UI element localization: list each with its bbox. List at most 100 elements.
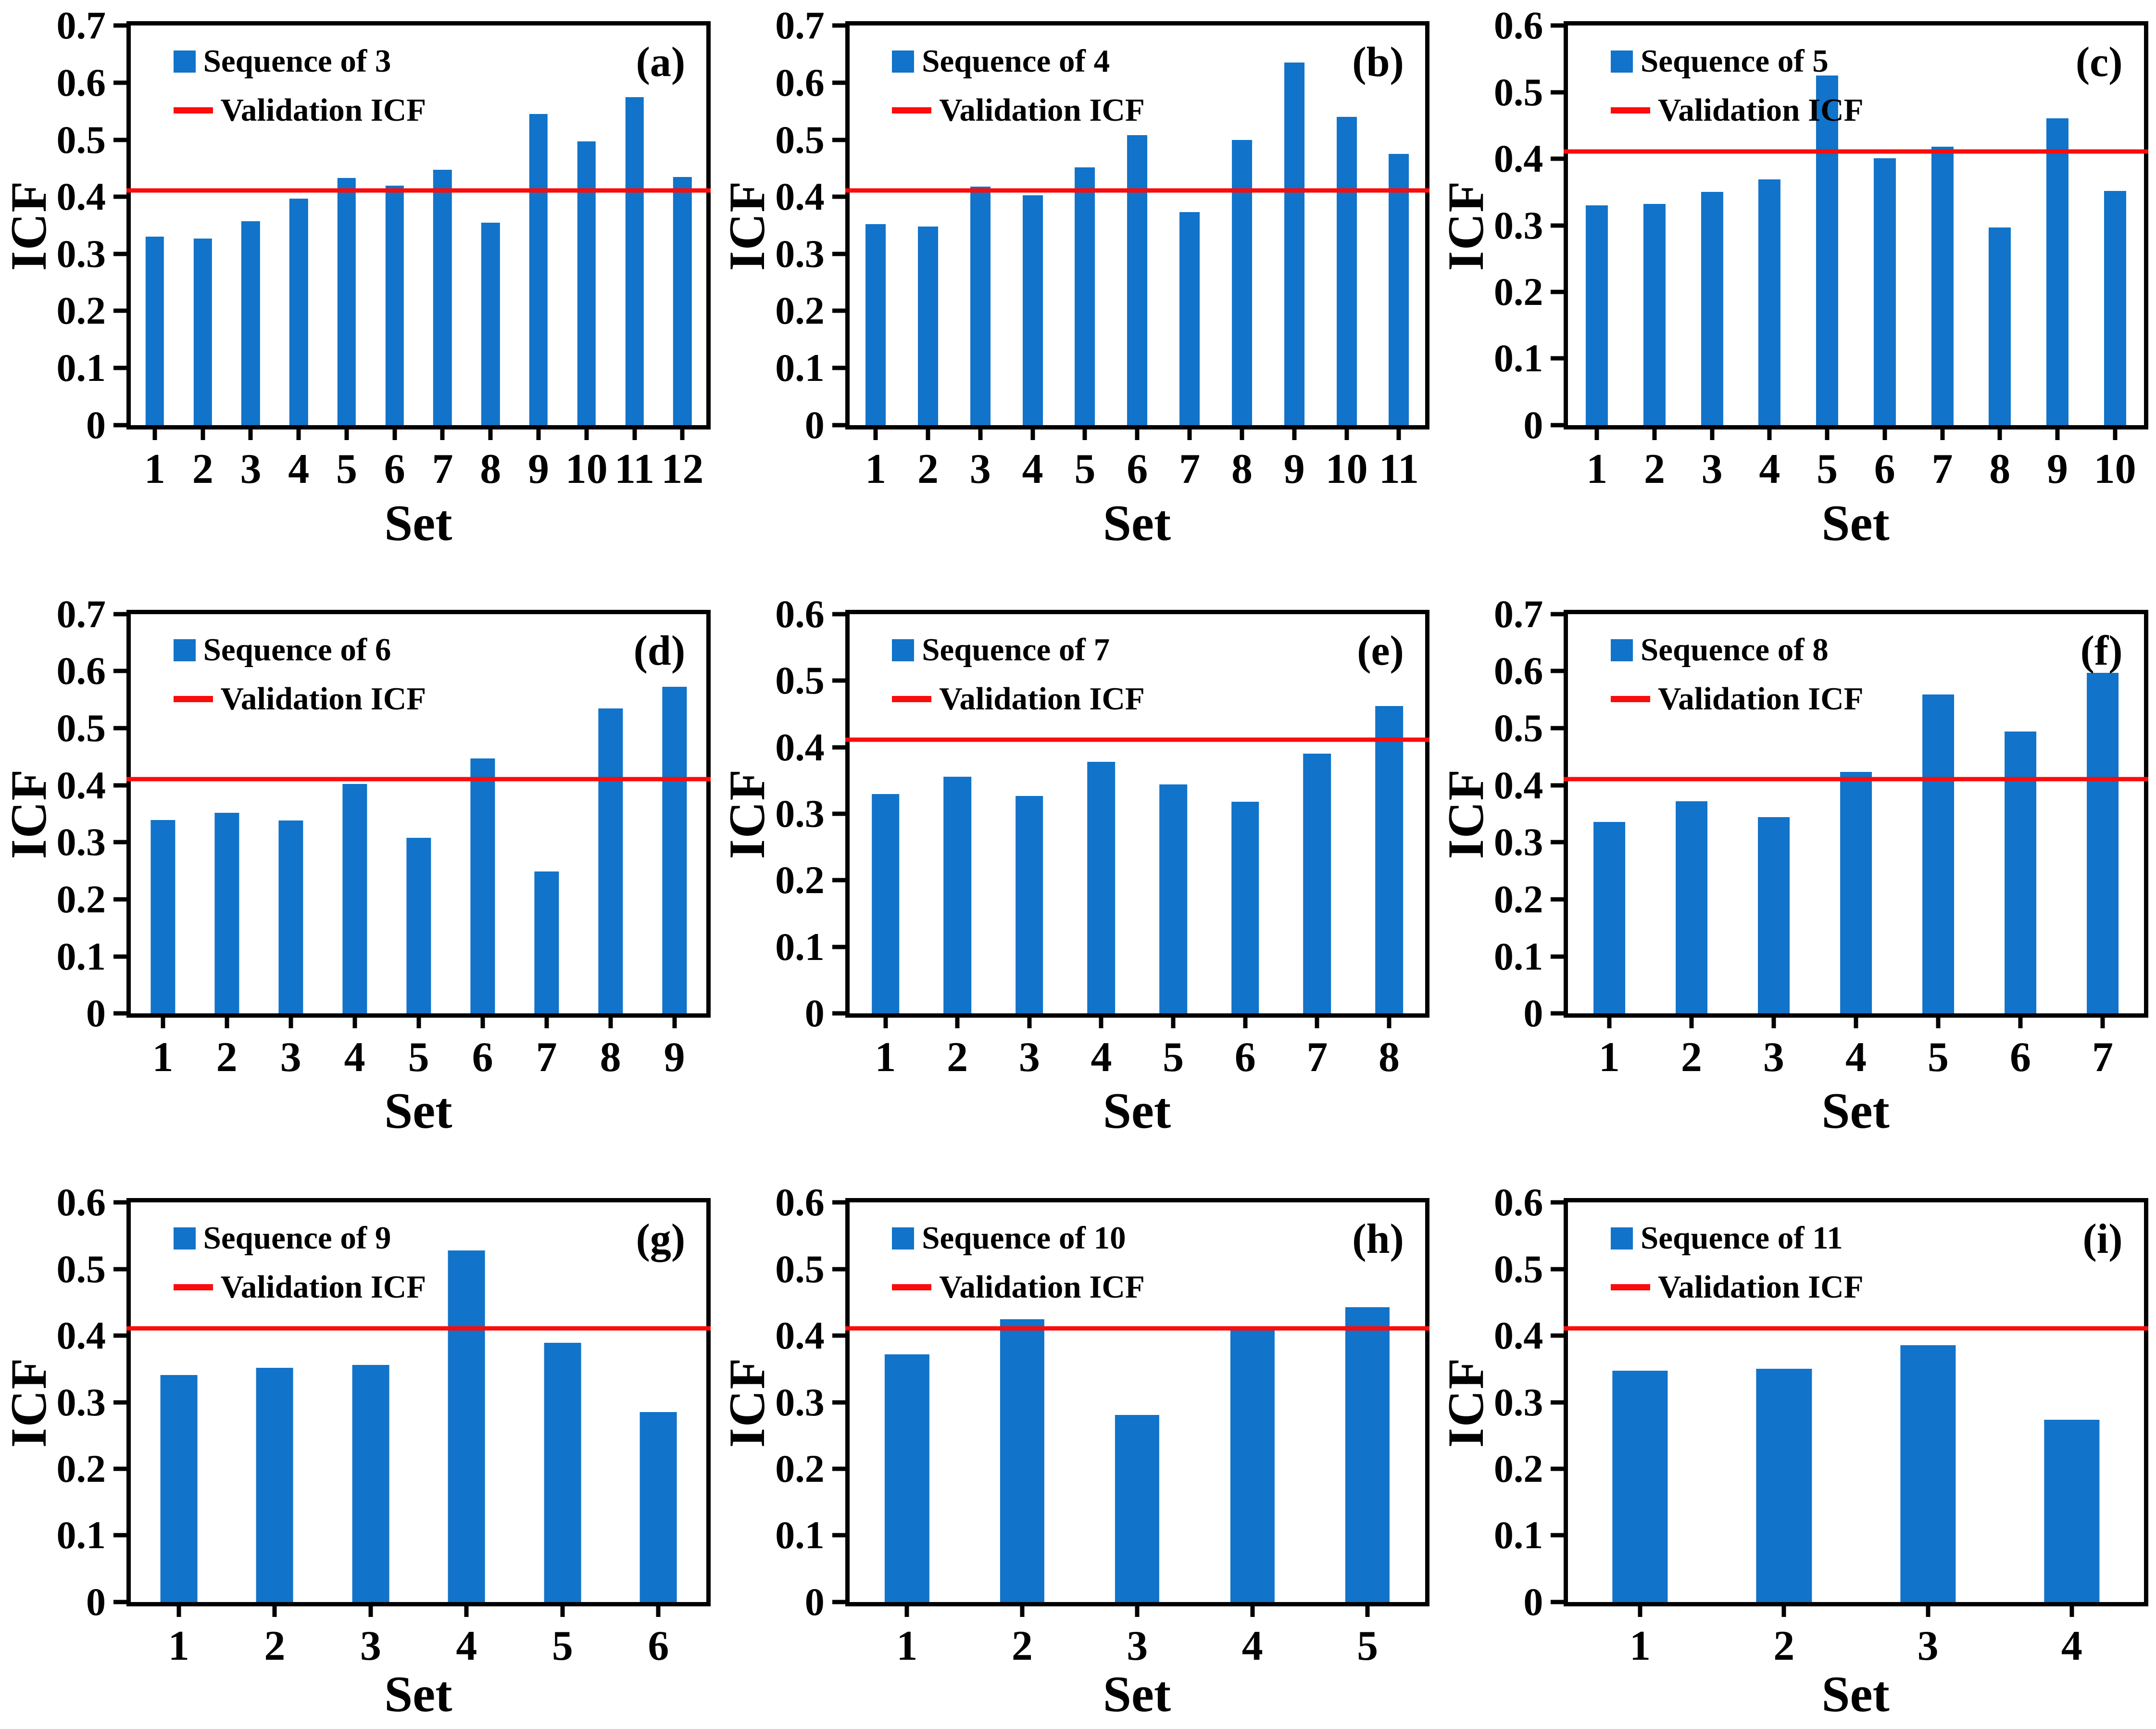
x-tick-mark: [176, 1606, 181, 1617]
y-tick-mark: [832, 138, 845, 142]
y-tick-mark: [113, 138, 127, 142]
x-tick-mark: [368, 1606, 373, 1617]
bar: [289, 198, 308, 425]
bar: [871, 794, 900, 1014]
y-tick-label: 0.5: [1493, 70, 1543, 114]
x-tick-label: 4: [2061, 1622, 2082, 1669]
bar-series-swatch-icon: [892, 50, 915, 73]
y-tick-mark: [832, 308, 845, 313]
panel-letter: (g): [636, 1216, 686, 1263]
y-tick-label: 0.3: [1493, 203, 1543, 247]
bar-series-label: Sequence of 11: [1640, 1220, 1843, 1256]
plot-area: Sequence of 7 Validation ICF (e) 0 0.1 0.2…: [775, 594, 1429, 1079]
y-tick-mark: [113, 612, 127, 617]
bar: [673, 177, 692, 425]
x-tick-mark: [1292, 429, 1297, 440]
bar: [625, 97, 644, 425]
y-tick-label: 0.6: [56, 1180, 106, 1224]
x-tick-mark: [1027, 1018, 1032, 1029]
validation-line-label: Validation ICF: [939, 1269, 1145, 1305]
y-tick-mark: [832, 23, 845, 28]
y-tick-mark: [1551, 612, 1564, 617]
x-tick-mark: [296, 429, 301, 440]
bar: [1000, 1319, 1044, 1602]
x-axis-title: Set: [1821, 1666, 1890, 1723]
legend: Sequence of 4 Validation ICF: [892, 44, 1145, 128]
x-tick-label: 4: [1759, 445, 1780, 492]
bar: [1758, 817, 1790, 1014]
x-tick-mark: [1638, 1606, 1642, 1617]
legend-item-validation: Validation ICF: [892, 681, 1145, 717]
x-tick-label: 7: [536, 1034, 557, 1081]
y-tick-mark: [1551, 1200, 1564, 1205]
bar-series-label: Sequence of 10: [922, 1220, 1126, 1256]
x-tick-label: 6: [2009, 1034, 2031, 1081]
x-tick-mark: [1030, 429, 1035, 440]
x-axis-title: Set: [1103, 1666, 1171, 1723]
x-tick-label: 6: [384, 445, 405, 492]
x-tick-mark: [1396, 429, 1401, 440]
y-tick-mark: [832, 252, 845, 256]
bar: [1758, 179, 1781, 425]
bar: [1643, 204, 1666, 425]
x-tick-mark: [926, 429, 930, 440]
x-tick-label: 3: [969, 445, 991, 492]
x-tick-mark: [1082, 429, 1087, 440]
y-tick-mark: [113, 1466, 127, 1471]
validation-line-swatch-icon: [1610, 695, 1650, 702]
legend-item-series: Sequence of 7: [892, 632, 1145, 668]
y-tick-mark: [1551, 783, 1564, 788]
chart-panel-h: ICF Sequence of 10 Validation ICF (h) 0 0…: [719, 1153, 1438, 1729]
validation-line-label: Validation ICF: [939, 92, 1145, 128]
x-tick-label: 4: [456, 1622, 477, 1669]
x-tick-label: 11: [614, 445, 655, 492]
y-tick-label: 0: [1523, 991, 1543, 1035]
bar: [1593, 821, 1625, 1014]
y-tick-mark: [1551, 290, 1564, 294]
x-tick-mark: [1020, 1606, 1025, 1617]
bar-series-label: Sequence of 9: [203, 1220, 391, 1256]
y-axis-title: ICF: [1438, 1357, 1494, 1448]
bar: [1336, 117, 1357, 425]
validation-line-swatch-icon: [173, 1284, 213, 1291]
y-tick-label: 0: [1523, 1579, 1543, 1624]
bar-series-swatch-icon: [1610, 639, 1633, 661]
x-tick-label: 1: [152, 1034, 174, 1081]
y-tick-label: 0.1: [1493, 1513, 1543, 1557]
x-tick-label: 1: [1630, 1622, 1651, 1669]
x-tick-label: 4: [1845, 1034, 1867, 1081]
bar: [241, 221, 260, 425]
validation-line-swatch-icon: [173, 107, 213, 114]
x-tick-mark: [1854, 1018, 1858, 1029]
x-tick-mark: [873, 429, 878, 440]
bar: [481, 222, 500, 425]
y-tick-label: 0: [86, 403, 106, 447]
y-axis-title: ICF: [719, 180, 776, 271]
y-axis-title: ICF: [0, 180, 57, 271]
y-tick-mark: [832, 1466, 845, 1471]
panel-letter: (f): [2080, 627, 2123, 674]
legend-item-series: Sequence of 8: [1610, 632, 1864, 668]
x-tick-label: 3: [280, 1034, 301, 1081]
bar: [529, 114, 548, 425]
bar: [406, 837, 431, 1014]
bar: [917, 226, 938, 425]
x-tick-mark: [2055, 429, 2060, 440]
y-tick-label: 0.3: [775, 792, 825, 836]
x-tick-label: 9: [2046, 445, 2068, 492]
x-tick-label: 6: [648, 1622, 669, 1669]
y-tick-mark: [832, 1333, 845, 1338]
x-tick-mark: [1652, 429, 1657, 440]
y-tick-label: 0.7: [775, 3, 825, 48]
bar: [1756, 1369, 1812, 1602]
y-tick-label: 0.1: [1493, 934, 1543, 978]
bar-series-label: Sequence of 7: [922, 631, 1110, 668]
x-tick-mark: [544, 1018, 549, 1029]
y-tick-mark: [113, 423, 127, 428]
legend-item-series: Sequence of 11: [1610, 1220, 1864, 1256]
x-tick-label: 8: [1231, 445, 1253, 492]
y-tick-label: 0.2: [775, 858, 825, 902]
plot-area: Sequence of 5 Validation ICF (c) 0 0.1 0.2…: [1494, 6, 2148, 490]
x-tick-mark: [2069, 1606, 2074, 1617]
y-tick-mark: [832, 612, 845, 617]
